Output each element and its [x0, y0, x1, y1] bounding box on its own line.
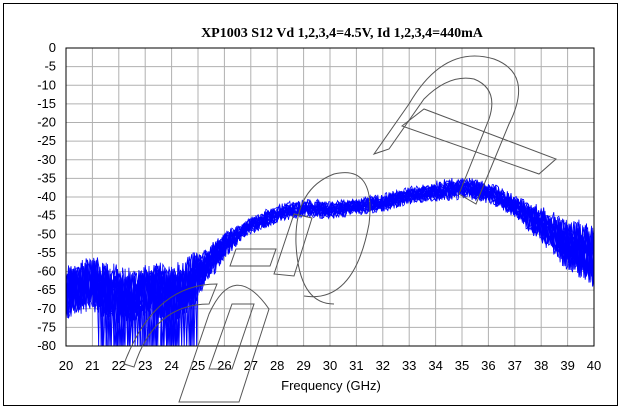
- x-tick-labels: 20 21 22 23 24 25 26 27 28 29 30 31 32 33 34 35 36 37 38 39…: [59, 358, 601, 373]
- watermark-shape: [295, 172, 371, 305]
- y-tick-label: -50: [37, 226, 56, 241]
- watermark-shape: [400, 108, 557, 175]
- x-tick-label: 38: [534, 358, 548, 373]
- y-tick-label: -40: [37, 189, 56, 204]
- x-tick-label: 34: [428, 358, 442, 373]
- x-tick-label: 31: [349, 358, 363, 373]
- y-tick-label: -35: [37, 170, 56, 185]
- watermark-shape: [229, 248, 277, 267]
- watermark-shape: [178, 284, 270, 403]
- y-tick-label: -10: [37, 77, 56, 92]
- watermark-outline: [123, 55, 557, 403]
- watermark-shape: [372, 55, 520, 205]
- x-tick-label: 20: [59, 358, 73, 373]
- x-tick-label: 24: [164, 358, 178, 373]
- y-tick-label: -80: [37, 338, 56, 353]
- x-axis-label: Frequency (GHz): [281, 378, 381, 393]
- x-tick-label: 26: [217, 358, 231, 373]
- chart-frame: XP1003 S12 Vd 1,2,3,4=4.5V, Id 1,2,3,4=4…: [3, 3, 618, 406]
- y-tick-label: -15: [37, 96, 56, 111]
- x-tick-label: 40: [587, 358, 601, 373]
- watermark-shape: [123, 283, 218, 368]
- y-tick-labels: 0 -5 -10 -15 -20 -25 -30 -35 -40 -45 -50 -55 -60 -65 -…: [37, 40, 56, 353]
- watermark-shape: [273, 213, 313, 277]
- chart-title: XP1003 S12 Vd 1,2,3,4=4.5V, Id 1,2,3,4=4…: [201, 26, 484, 41]
- plot-area: [65, 47, 595, 347]
- x-tick-label: 36: [481, 358, 495, 373]
- x-tick-label: 29: [296, 358, 310, 373]
- x-tick-label: 39: [560, 358, 574, 373]
- x-tick-label: 21: [85, 358, 99, 373]
- y-tick-label: -55: [37, 245, 56, 260]
- watermark-shape: [208, 303, 255, 370]
- x-tick-label: 32: [376, 358, 390, 373]
- x-tick-label: 35: [455, 358, 469, 373]
- x-tick-label: 23: [138, 358, 152, 373]
- y-tick-label: -70: [37, 301, 56, 316]
- y-tick-label: -5: [44, 59, 56, 74]
- y-tick-label: -20: [37, 115, 56, 130]
- x-tick-label: 28: [270, 358, 284, 373]
- x-tick-label: 33: [402, 358, 416, 373]
- y-tick-label: 0: [49, 40, 56, 55]
- y-tick-label: -25: [37, 133, 56, 148]
- y-tick-label: -60: [37, 264, 56, 279]
- y-tick-label: -65: [37, 282, 56, 297]
- y-tick-label: -75: [37, 319, 56, 334]
- x-tick-label: 25: [191, 358, 205, 373]
- y-tick-label: -45: [37, 208, 56, 223]
- chart: XP1003 S12 Vd 1,2,3,4=4.5V, Id 1,2,3,4=4…: [37, 26, 601, 403]
- x-tick-label: 30: [323, 358, 337, 373]
- x-tick-label: 22: [112, 358, 126, 373]
- x-tick-label: 37: [508, 358, 522, 373]
- trace-line: [65, 184, 595, 347]
- y-tick-label: -30: [37, 152, 56, 167]
